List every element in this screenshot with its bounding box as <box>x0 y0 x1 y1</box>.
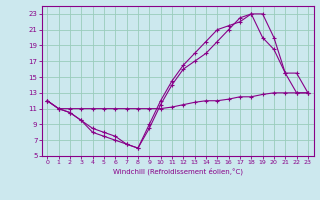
X-axis label: Windchill (Refroidissement éolien,°C): Windchill (Refroidissement éolien,°C) <box>113 168 243 175</box>
